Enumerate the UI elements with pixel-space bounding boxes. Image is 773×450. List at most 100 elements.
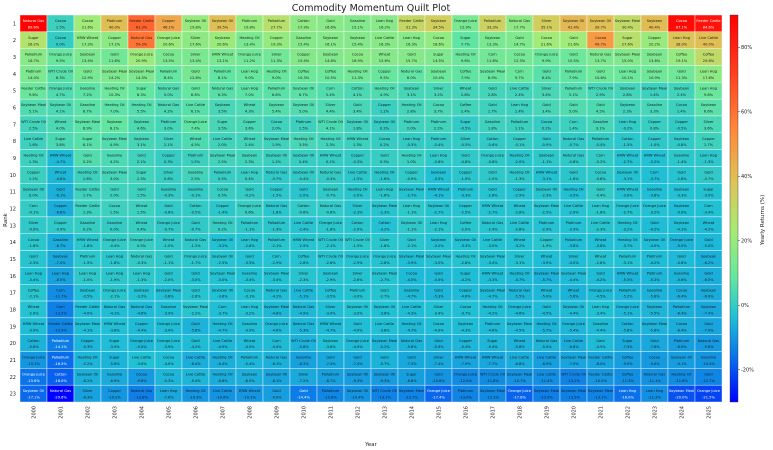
cell-commodity: Soybean: [647, 70, 663, 74]
rank-tick: 15: [10, 257, 16, 263]
cell-return: 2.4%: [461, 110, 471, 114]
quilt-cell: HRW Wheat-5.5%: [613, 267, 642, 285]
cell-return: -0.1%: [190, 194, 201, 198]
cell-return: -6.1%: [55, 194, 66, 198]
cell-commodity: Soybean Oil: [293, 171, 315, 175]
cell-return: 3.2%: [434, 93, 444, 97]
cell-commodity: Gold: [191, 339, 199, 343]
cell-commodity: HRW Wheat: [77, 238, 99, 242]
quilt-cell: Lean Hog-7.6%: [154, 384, 183, 403]
cell-commodity: Gold: [542, 137, 550, 141]
cell-commodity: Lean Hog: [106, 271, 123, 275]
cell-return: 15.4%: [352, 42, 364, 46]
cell-return: -0.5%: [460, 126, 471, 130]
cell-commodity: Live Cattle: [402, 305, 422, 309]
rank-tick: 20: [10, 341, 16, 347]
quilt-cell: Lean Hog-1.3%: [127, 267, 156, 285]
quilt-cell: WTI Crude Oil-11.8%: [478, 368, 507, 386]
cell-return: -1.6%: [568, 177, 579, 181]
cell-commodity: Orange Juice: [616, 204, 640, 208]
quilt-cell: WTI Crude Oil-2.1%: [316, 233, 345, 251]
cell-commodity: Heating Oil: [374, 171, 394, 175]
cell-commodity: Lean Hog: [241, 305, 258, 309]
cell-commodity: Wheat: [136, 221, 148, 225]
cell-commodity: Gold: [488, 171, 496, 175]
cell-commodity: Lean Hog: [241, 86, 258, 90]
cell-return: 8.0%: [407, 76, 417, 80]
cell-commodity: Gasoline: [404, 288, 420, 292]
cell-return: -0.6%: [298, 211, 309, 215]
cell-return: -3.4%: [487, 261, 498, 265]
quilt-cell: Copper-4.4%: [127, 317, 156, 335]
quilt-cell: Gold-7.9%: [694, 317, 723, 335]
quilt-cell: Gold-2.6%: [478, 183, 507, 201]
cell-commodity: Orange Juice: [454, 19, 478, 23]
cell-return: 10.3%: [109, 93, 121, 97]
cell-commodity: Orange Juice: [481, 154, 505, 158]
cell-commodity: HRW Wheat: [320, 322, 342, 326]
cell-return: -2.3%: [298, 278, 309, 282]
cell-commodity: HRW Wheat: [455, 356, 477, 360]
quilt-cell: Sugar-3.0%: [694, 183, 723, 201]
quilt-cell: Soybean Meal-2.7%: [397, 183, 426, 201]
cell-return: 2.5%: [191, 177, 201, 181]
cell-commodity: Soybean Oil: [212, 19, 234, 23]
quilt-cell: Sugar-3.9%: [100, 334, 129, 352]
cell-commodity: Platinum: [107, 19, 123, 23]
cell-commodity: Live Cattle: [510, 221, 530, 225]
cell-return: 1.3%: [353, 143, 363, 147]
quilt-cell: Soybean Meal-2.3%: [370, 199, 399, 218]
cell-return: 13.4%: [244, 42, 256, 46]
cell-return: 7.0%: [110, 110, 120, 114]
cell-return: -13.8%: [135, 396, 148, 400]
cell-return: -13.5%: [54, 312, 67, 316]
quilt-cell: Gasoline-3.9%: [154, 300, 183, 319]
cell-commodity: Gold: [461, 154, 469, 158]
cell-commodity: Wheat: [163, 238, 175, 242]
quilt-cell: Gasoline-3.4%: [235, 267, 264, 285]
cell-commodity: Gold: [488, 187, 496, 191]
quilt-cell: Cocoa-4.5%: [397, 267, 426, 285]
quilt-cell: Gold-1.6%: [559, 166, 588, 184]
cell-commodity: Natural Gas: [266, 288, 287, 292]
cell-return: 1.1%: [515, 126, 525, 130]
cell-return: 27.7%: [271, 25, 283, 29]
cell-commodity: Gold: [299, 187, 307, 191]
cell-commodity: Corn: [29, 204, 37, 208]
cell-return: -4.5%: [433, 278, 444, 282]
quilt-cell: Live Cattle-2.4%: [289, 216, 318, 234]
quilt-cell: WTI Crude Oil-5.8%: [289, 334, 318, 352]
cell-return: 16.6%: [325, 25, 337, 29]
cell-commodity: Soybean Oil: [671, 356, 693, 360]
cell-commodity: Gold: [83, 154, 91, 158]
cell-return: 0.2%: [542, 126, 552, 130]
cell-commodity: Copper: [459, 288, 472, 292]
cell-return: 1.5%: [299, 126, 309, 130]
cell-return: 13.4%: [190, 59, 202, 63]
quilt-cell: Soybean Oil-2.3%: [532, 183, 561, 201]
cell-commodity: HRW Wheat: [320, 154, 342, 158]
cell-commodity: Gold: [677, 255, 685, 259]
cell-commodity: Soybean Meal: [21, 103, 46, 107]
cell-commodity: Silver: [379, 238, 390, 242]
cell-commodity: Natural Gas: [401, 70, 422, 74]
quilt-cell: Platinum-3.0%: [343, 284, 372, 302]
cell-return: -8.9%: [541, 362, 552, 366]
cell-return: -9.6%: [649, 362, 660, 366]
cell-commodity: Gold: [245, 255, 253, 259]
cell-commodity: Live Cattle: [375, 36, 395, 40]
year-tick: 2000: [32, 406, 38, 419]
cell-return: 15.1%: [352, 25, 364, 29]
cell-return: 89.6%: [28, 25, 40, 29]
cell-commodity: Lean Hog: [430, 221, 447, 225]
